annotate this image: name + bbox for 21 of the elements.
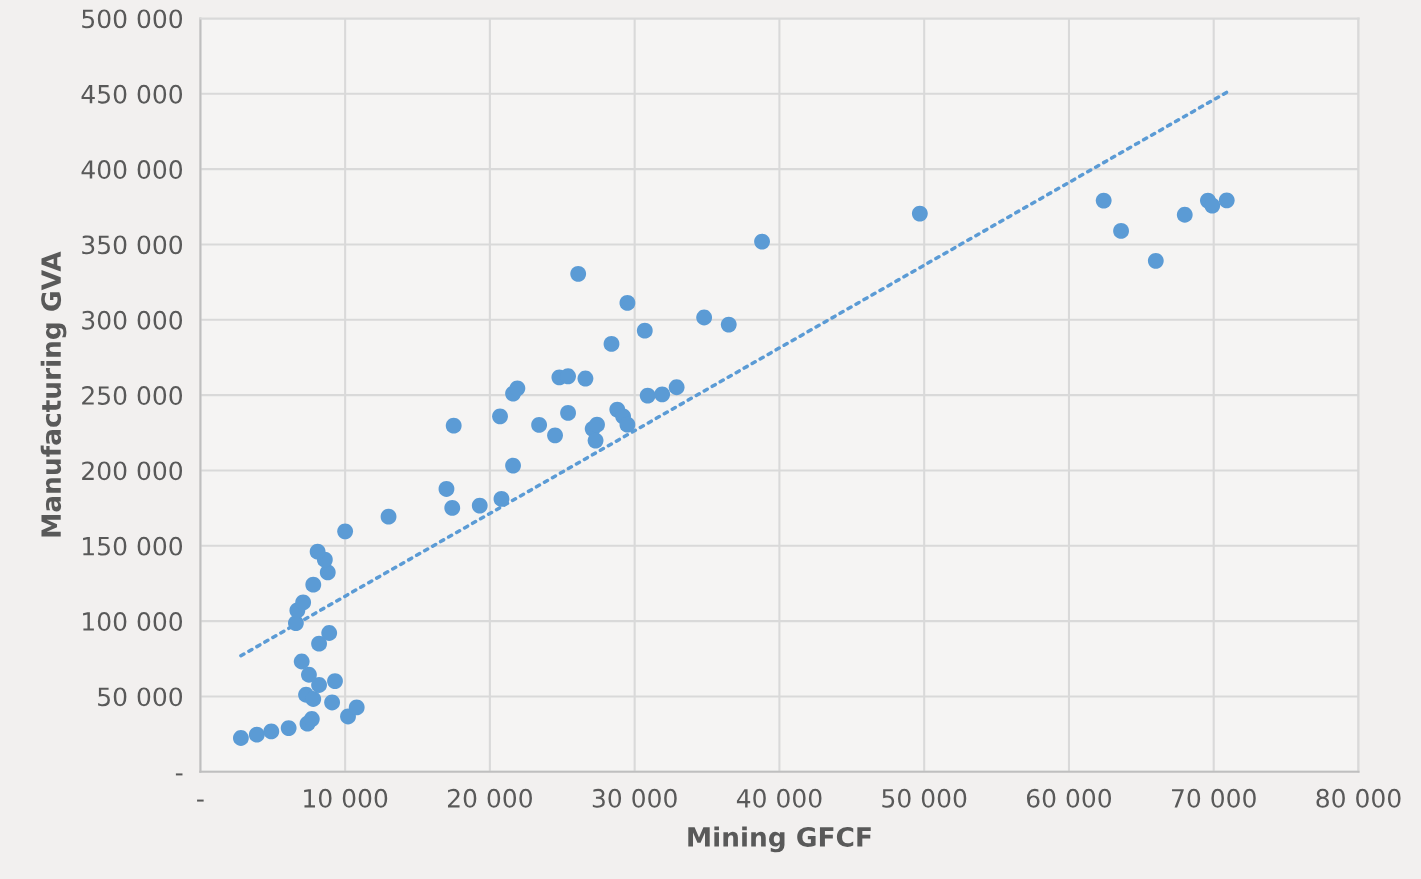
x-tick-label: 30 000 (592, 788, 677, 808)
y-tick-label: 100 000 (83, 612, 183, 631)
x-tick-label: 50 000 (882, 788, 967, 808)
x-axis-title: Mining GFCF (688, 826, 871, 853)
x-tick-label: 80 000 (1316, 788, 1401, 808)
x-tick-label: 60 000 (1026, 788, 1112, 808)
y-tick-label: 200 000 (82, 461, 183, 481)
y-tick-label: 450 000 (81, 84, 183, 104)
x-tick-label: 40 000 (736, 788, 822, 808)
y-tick-label: 400 000 (81, 160, 183, 179)
x-tick-label: 20 000 (447, 788, 532, 808)
x-tick-label: 10 000 (304, 788, 388, 808)
y-tick-label: 250 000 (82, 386, 183, 405)
y-axis-title: Manufacturing GVA (40, 251, 67, 537)
y-tick-label: 300 000 (82, 310, 183, 330)
y-tick-label: 350 000 (82, 235, 183, 255)
y-tick-label: - (175, 773, 183, 776)
y-tick-label: 50 000 (98, 687, 183, 707)
y-tick-label: 500 000 (82, 9, 183, 29)
x-tick-label: 70 000 (1172, 788, 1256, 808)
y-tick-label: 150 000 (83, 536, 183, 556)
